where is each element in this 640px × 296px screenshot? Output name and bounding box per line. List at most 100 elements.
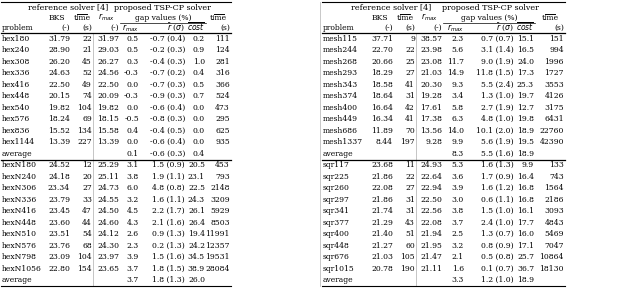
- Text: 13.39: 13.39: [48, 138, 70, 146]
- Text: 3.1 (1.4): 3.1 (1.4): [481, 46, 514, 54]
- Text: 21.94: 21.94: [420, 230, 442, 238]
- Text: sqr1015: sqr1015: [323, 265, 355, 273]
- Text: 23.1: 23.1: [188, 173, 205, 181]
- Text: 12: 12: [83, 161, 92, 169]
- Text: 5.5 (1.6): 5.5 (1.6): [481, 150, 514, 158]
- Text: 0.9: 0.9: [193, 46, 205, 54]
- Text: 22: 22: [83, 35, 92, 43]
- Text: 5.8: 5.8: [452, 104, 464, 112]
- Text: 1564: 1564: [545, 184, 564, 192]
- Text: 10864: 10864: [540, 253, 564, 261]
- Text: -0.4 (0.3): -0.4 (0.3): [150, 58, 185, 66]
- Text: 23.98: 23.98: [420, 46, 442, 54]
- Text: 54: 54: [83, 230, 92, 238]
- Text: 24.52: 24.52: [48, 161, 70, 169]
- Text: 22.56: 22.56: [420, 207, 442, 215]
- Text: 0.0: 0.0: [193, 127, 205, 135]
- Text: 23.08: 23.08: [420, 58, 442, 66]
- Text: 16.5: 16.5: [517, 46, 534, 54]
- Text: 2186: 2186: [545, 196, 564, 204]
- Text: 3.7: 3.7: [127, 276, 139, 284]
- Text: 111: 111: [216, 35, 230, 43]
- Text: mesh374: mesh374: [323, 92, 358, 100]
- Text: 14.9: 14.9: [447, 69, 464, 77]
- Text: 19.82: 19.82: [97, 104, 119, 112]
- Text: 74: 74: [83, 92, 92, 100]
- Text: 23.51: 23.51: [48, 230, 70, 238]
- Text: 25: 25: [405, 58, 415, 66]
- Text: 133: 133: [549, 161, 564, 169]
- Text: 27: 27: [405, 69, 415, 77]
- Text: 9.9: 9.9: [522, 161, 534, 169]
- Text: -0.7 (0.4): -0.7 (0.4): [150, 35, 185, 43]
- Text: 11: 11: [405, 161, 415, 169]
- Text: 31: 31: [405, 196, 415, 204]
- Text: 4.5: 4.5: [127, 207, 139, 215]
- Text: 2.1: 2.1: [452, 253, 464, 261]
- Text: problem: problem: [323, 24, 355, 32]
- Text: 8.3: 8.3: [452, 150, 464, 158]
- Text: 16.34: 16.34: [371, 115, 393, 123]
- Text: 3.2: 3.2: [127, 196, 139, 204]
- Text: 316: 316: [215, 69, 230, 77]
- Text: 44: 44: [83, 219, 92, 227]
- Text: 935: 935: [215, 138, 230, 146]
- Text: 60: 60: [405, 242, 415, 250]
- Text: $\bar{r}$ ($\sigma$): $\bar{r}$ ($\sigma$): [167, 22, 185, 34]
- Text: 0.5: 0.5: [127, 46, 139, 54]
- Text: -0.7 (0.3): -0.7 (0.3): [150, 81, 185, 89]
- Text: 2148: 2148: [211, 184, 230, 192]
- Text: 3.3: 3.3: [452, 276, 464, 284]
- Text: hexN510: hexN510: [2, 230, 37, 238]
- Text: $\overline{cost}$: $\overline{cost}$: [516, 22, 534, 34]
- Text: 23.45: 23.45: [48, 207, 70, 215]
- Text: mesh268: mesh268: [323, 58, 358, 66]
- Text: 0.0: 0.0: [193, 115, 205, 123]
- Text: hex416: hex416: [2, 81, 30, 89]
- Text: hexN306: hexN306: [2, 184, 37, 192]
- Text: -0.6 (0.4): -0.6 (0.4): [150, 138, 185, 146]
- Text: 0.7: 0.7: [193, 92, 205, 100]
- Text: 24.50: 24.50: [97, 207, 119, 215]
- Text: 18.9: 18.9: [517, 127, 534, 135]
- Text: 104: 104: [77, 104, 92, 112]
- Text: hex576: hex576: [2, 115, 30, 123]
- Text: mesh686: mesh686: [323, 127, 358, 135]
- Text: 154: 154: [77, 265, 92, 273]
- Text: 22.94: 22.94: [420, 184, 442, 192]
- Text: 3.4: 3.4: [452, 92, 464, 100]
- Text: 3553: 3553: [544, 81, 564, 89]
- Text: 18.64: 18.64: [371, 92, 393, 100]
- Text: 25.11: 25.11: [97, 173, 119, 181]
- Text: 3.1: 3.1: [127, 161, 139, 169]
- Text: sqr400: sqr400: [323, 230, 350, 238]
- Text: (-): (-): [385, 24, 393, 32]
- Text: 23.68: 23.68: [371, 161, 393, 169]
- Text: 0.0: 0.0: [193, 138, 205, 146]
- Text: time: time: [541, 14, 559, 22]
- Text: 1996: 1996: [545, 58, 564, 66]
- Text: 1.3 (0.7): 1.3 (0.7): [481, 230, 514, 238]
- Text: 22.50: 22.50: [48, 81, 70, 89]
- Text: 20: 20: [83, 173, 92, 181]
- Text: 16.4: 16.4: [517, 173, 534, 181]
- Text: 19.4: 19.4: [188, 230, 205, 238]
- Text: -0.3: -0.3: [124, 69, 139, 77]
- Text: proposed TSP-CP solver: proposed TSP-CP solver: [442, 4, 539, 12]
- Text: -0.6 (0.3): -0.6 (0.3): [150, 150, 185, 158]
- Text: 19.28: 19.28: [420, 92, 442, 100]
- Text: 13.56: 13.56: [420, 127, 442, 135]
- Text: (s): (s): [82, 24, 92, 32]
- Text: (s): (s): [220, 24, 230, 32]
- Text: 3.9: 3.9: [452, 184, 464, 192]
- Text: 21.40: 21.40: [371, 230, 393, 238]
- Text: 11.7: 11.7: [447, 58, 464, 66]
- Text: 0.4: 0.4: [193, 150, 205, 158]
- Text: 2.3: 2.3: [127, 242, 139, 250]
- Text: 18.9: 18.9: [517, 276, 534, 284]
- Text: 24.56: 24.56: [97, 69, 119, 77]
- Text: 26.0: 26.0: [188, 276, 205, 284]
- Text: 994: 994: [549, 46, 564, 54]
- Text: 22.5: 22.5: [188, 184, 205, 192]
- Text: time: time: [210, 14, 227, 22]
